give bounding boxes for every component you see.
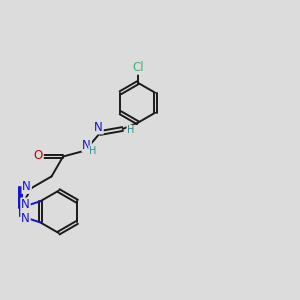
Text: H: H [89,146,96,156]
Text: N: N [22,180,31,193]
Text: N: N [82,139,91,152]
Text: N: N [21,198,30,211]
Text: H: H [127,125,135,136]
Text: N: N [94,121,103,134]
Text: O: O [34,148,43,161]
Text: Cl: Cl [132,61,144,74]
Text: N: N [21,212,30,225]
